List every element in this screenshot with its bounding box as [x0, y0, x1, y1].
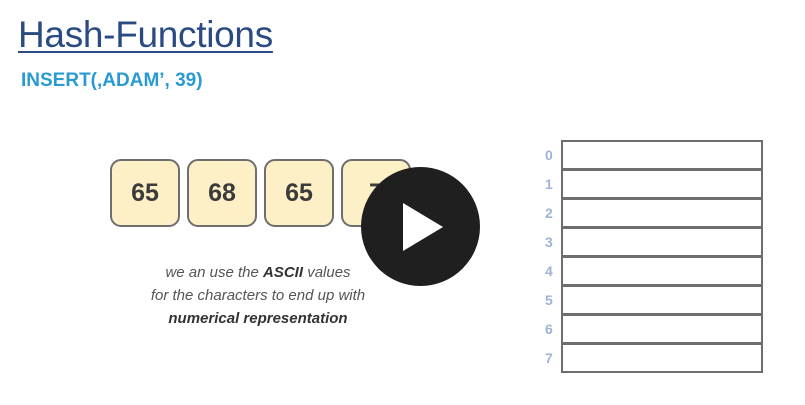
caption-emphasis: ASCII: [263, 264, 304, 281]
hash-table-cell: [561, 140, 763, 170]
slide-title: Hash-Functions: [18, 14, 273, 55]
hash-table-row: 7: [541, 343, 763, 373]
hash-table-cell: [561, 314, 763, 344]
hash-table-index: 3: [545, 233, 553, 250]
hash-table-index: 4: [545, 262, 553, 279]
hash-table-index: 0: [545, 146, 553, 163]
hash-table-cell: [561, 169, 763, 199]
caption-text: we an use the ASCII values for the chara…: [130, 261, 386, 330]
caption-text-part: values: [303, 264, 351, 281]
hash-table-index: 7: [545, 349, 553, 366]
caption-text-part: we an use the: [165, 264, 264, 281]
play-icon: [402, 202, 443, 251]
hash-table-cell: [561, 256, 763, 286]
hash-table-cell: [561, 285, 763, 315]
ascii-box: 65: [110, 159, 180, 227]
hash-table-cell: [561, 343, 763, 373]
caption-line-2: for the characters to end up with: [150, 287, 366, 304]
ascii-box: 68: [187, 159, 257, 227]
caption-line-3: numerical representation: [130, 307, 386, 330]
hash-table-cell: [561, 227, 763, 257]
ascii-box: 65: [264, 159, 334, 227]
hash-table-row: 5: [541, 285, 763, 315]
hash-table-row: 3: [541, 227, 763, 257]
hash-table-row: 4: [541, 256, 763, 286]
hash-table-index: 1: [545, 175, 553, 192]
slide-subtitle: INSERT(‚ADAM’, 39): [21, 70, 203, 91]
hash-table-row: 1: [541, 169, 763, 199]
hash-table-row: 6: [541, 314, 763, 344]
hash-table-index: 2: [545, 204, 553, 221]
hash-table-row: 0: [541, 140, 763, 170]
caption-emphasis: numerical representation: [168, 310, 348, 327]
hash-table-index: 5: [545, 291, 553, 308]
hash-table-index: 6: [545, 320, 553, 337]
play-button[interactable]: [361, 167, 480, 286]
hash-table-row: 2: [541, 198, 763, 228]
caption-line-1: we an use the ASCII values: [130, 261, 386, 284]
hash-table-cell: [561, 198, 763, 228]
